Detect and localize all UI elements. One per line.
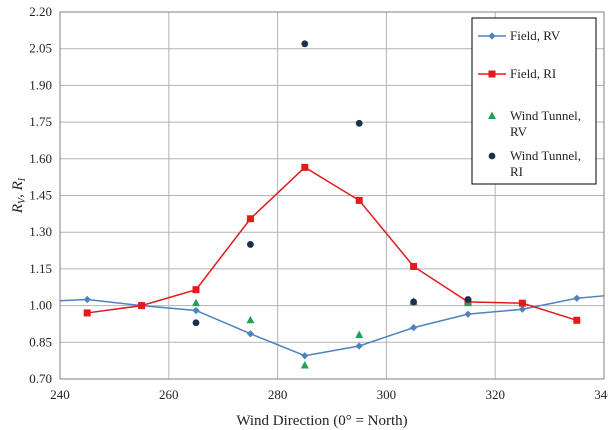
x-axis-title: Wind Direction (0° = North): [236, 413, 407, 429]
y-axis-title-sub1: V: [17, 196, 28, 204]
x-tick-label: 340: [594, 387, 608, 402]
data-point: [192, 286, 200, 294]
data-point: [355, 196, 363, 204]
y-tick-label: 0.70: [29, 371, 52, 386]
y-tick-label: 1.45: [29, 188, 52, 203]
y-tick-label: 0.85: [29, 334, 52, 349]
legend-label: RI: [510, 164, 523, 179]
x-tick-label: 260: [159, 387, 179, 402]
y-axis-title: RV, RI: [10, 177, 28, 214]
data-point: [410, 262, 418, 270]
data-point: [518, 305, 526, 313]
x-axis-tick-labels: 240 260 280 300 320 340: [50, 387, 608, 402]
series-2: [192, 297, 472, 369]
data-point: [464, 296, 472, 303]
data-point: [192, 298, 200, 307]
data-point: [246, 315, 255, 324]
y-tick-label: 1.15: [29, 261, 52, 276]
y-axis-title-sub2: I: [17, 177, 28, 182]
legend-marker: [488, 111, 496, 119]
y-tick-label: 1.30: [29, 224, 52, 239]
legend-label: Wind Tunnel,: [510, 148, 581, 163]
data-point: [355, 342, 363, 350]
data-point: [300, 361, 309, 369]
legend-label: Wind Tunnel,: [510, 108, 581, 123]
data-point: [573, 294, 581, 302]
x-tick-label: 280: [268, 387, 288, 402]
y-axis-title-main: R: [10, 204, 26, 214]
data-point: [355, 330, 364, 338]
y-tick-label: 1.75: [29, 114, 52, 129]
data-point: [301, 163, 309, 171]
data-point: [246, 330, 254, 338]
y-tick-label: 1.60: [29, 151, 52, 166]
x-tick-label: 240: [50, 387, 70, 402]
data-point: [410, 298, 417, 306]
series-line: [87, 166, 578, 321]
plot-frame: [59, 11, 605, 380]
legend-marker: [488, 152, 496, 160]
series-3: [192, 40, 472, 327]
legend-label: RV: [510, 124, 528, 139]
data-point: [192, 306, 200, 315]
data-point: [301, 352, 309, 360]
legend-label: Field, RV: [510, 28, 561, 43]
legend-marker: [488, 32, 496, 40]
y-axis-tick-labels: 0.70 0.85 1.00 1.15 1.30 1.45 1.60 1.75 1.90 2.05…: [29, 4, 52, 386]
x-tick-label: 300: [377, 387, 397, 402]
y-tick-label: 1.00: [29, 298, 52, 313]
data-point: [410, 324, 418, 332]
data-point: [518, 299, 526, 307]
data-point: [192, 319, 200, 327]
y-axis-title-separator: , R: [10, 181, 26, 198]
data-point: [83, 309, 91, 317]
series-line: [59, 295, 605, 357]
y-tick-label: 2.20: [29, 4, 52, 19]
data-point: [355, 119, 363, 127]
data-point: [301, 40, 309, 48]
y-tick-label: 2.05: [29, 41, 52, 56]
legend-marker: [488, 70, 496, 78]
series-1: [83, 163, 581, 324]
data-point: [138, 302, 146, 310]
series-layer: [59, 40, 605, 369]
data-point: [573, 316, 581, 324]
data-point: [464, 310, 472, 318]
data-point: [247, 241, 254, 248]
x-tick-label: 320: [485, 387, 505, 402]
series-0: [59, 294, 605, 360]
legend-label: Field, RI: [510, 66, 556, 81]
data-point: [246, 215, 254, 223]
data-point: [83, 295, 91, 304]
y-tick-label: 1.90: [29, 77, 52, 92]
